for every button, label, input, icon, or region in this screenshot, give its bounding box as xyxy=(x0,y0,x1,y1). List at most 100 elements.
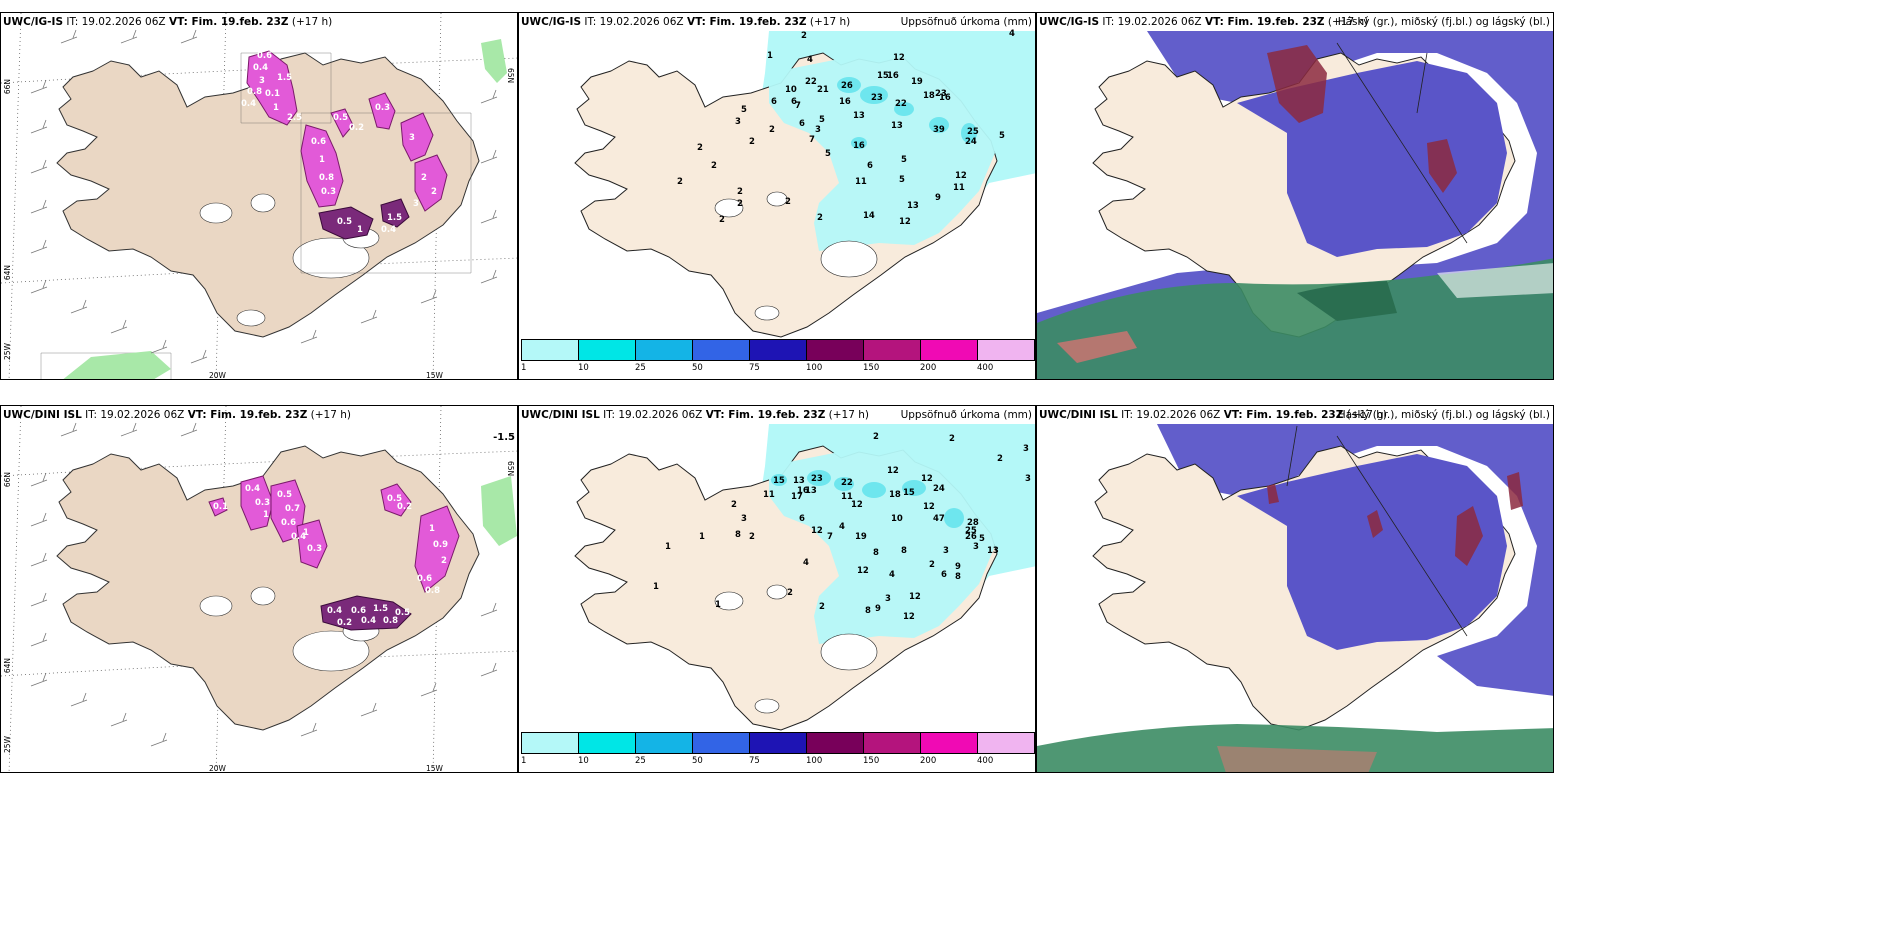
value-label: 1 xyxy=(303,528,309,538)
value-label: 10 xyxy=(891,514,903,524)
value-label: 0.5 xyxy=(387,494,403,504)
value-label: 8 xyxy=(901,546,907,556)
value-label: 0.6 xyxy=(257,51,273,61)
lon-label-20w: 20W xyxy=(209,371,226,380)
colorbar-segment xyxy=(579,340,636,360)
value-label: 2 xyxy=(711,161,717,171)
value-label: 2 xyxy=(421,173,427,183)
lead-time: (+17 h) xyxy=(825,409,869,421)
value-label: 0.3 xyxy=(255,498,271,508)
value-label: 2 xyxy=(929,560,935,570)
value-label: 8 xyxy=(735,530,741,540)
value-label: 10 xyxy=(785,85,797,95)
precip-map-dini xyxy=(519,406,1035,772)
colorbar-segment xyxy=(978,340,1035,360)
value-label: 0.3 xyxy=(307,544,323,554)
value-label: 2 xyxy=(749,532,755,542)
init-time: IT: 19.02.2026 06Z xyxy=(1099,16,1205,28)
value-label: 0.6 xyxy=(311,137,327,147)
value-label: 12 xyxy=(909,592,921,602)
value-label: 1.5 xyxy=(373,604,389,614)
value-label: 0.9 xyxy=(433,540,449,550)
value-label: 3 xyxy=(1023,444,1029,454)
panel-header: UWC/IG-IS IT: 19.02.2026 06Z VT: Fim. 19… xyxy=(3,16,332,28)
model-name: UWC/DINI ISL xyxy=(1039,409,1118,421)
value-label: 2 xyxy=(997,454,1003,464)
value-label: 23 xyxy=(811,474,823,484)
value-label: 5 xyxy=(825,149,831,159)
value-label: 12 xyxy=(811,526,823,536)
lead-time: (+17 h) xyxy=(1343,409,1387,421)
precip-colorbar xyxy=(521,339,1035,361)
model-name: UWC/DINI ISL xyxy=(3,409,82,421)
model-name: UWC/IG-IS xyxy=(521,16,582,28)
value-label: 0.4 xyxy=(241,99,257,109)
panel-title: Háský (gr.), miðský (fj.bl.) og lágský (… xyxy=(1337,16,1550,28)
valid-time: VT: Fim. 19.feb. 23Z xyxy=(686,16,807,28)
corner-value: -1.5 xyxy=(493,432,515,443)
precip-panel-dini: UWC/DINI ISL IT: 19.02.2026 06Z VT: Fim.… xyxy=(518,405,1036,773)
init-time: IT: 19.02.2026 06Z xyxy=(599,409,706,421)
valid-time: VT: Fim. 19.feb. 23Z xyxy=(187,409,308,421)
lon-label-20w: 20W xyxy=(209,764,226,773)
value-label: 5 xyxy=(899,175,905,185)
value-label: 3 xyxy=(1025,474,1031,484)
value-label: 2 xyxy=(737,199,743,209)
value-label: 12 xyxy=(857,566,869,576)
value-label: 26 xyxy=(841,81,853,91)
panel-header: UWC/IG-IS IT: 19.02.2026 06Z VT: Fim. 19… xyxy=(521,16,850,28)
cloud-panel-dini: UWC/DINI ISL IT: 19.02.2026 06Z VT: Fim.… xyxy=(1036,405,1554,773)
value-label: 9 xyxy=(955,562,961,572)
value-label: 1 xyxy=(699,532,705,542)
value-label: 12 xyxy=(923,502,935,512)
cloud-map-dini xyxy=(1037,406,1553,772)
value-label: 2 xyxy=(801,31,807,41)
value-label: 1 xyxy=(357,225,363,235)
colorbar-tick-label: 100 xyxy=(806,363,823,373)
model-name: UWC/DINI ISL xyxy=(521,409,600,421)
value-label: 4 xyxy=(839,522,845,532)
colorbar-tick-label: 50 xyxy=(692,756,703,766)
value-label: 11 xyxy=(763,490,775,500)
value-label: 16 xyxy=(839,97,851,107)
value-label: 17 xyxy=(791,492,803,502)
value-label: 2 xyxy=(431,187,437,197)
lat-label-64n: 64N xyxy=(3,265,12,281)
value-label: 28 xyxy=(967,518,979,528)
precip-colorbar-ticks: 1 10 25 50 75 100 150 200 400 xyxy=(521,363,1034,377)
value-label: 0.3 xyxy=(375,103,391,113)
value-label: 13 xyxy=(805,486,817,496)
value-label: 12 xyxy=(903,612,915,622)
panel-header: UWC/DINI ISL IT: 19.02.2026 06Z VT: Fim.… xyxy=(3,409,351,421)
value-label: 2 xyxy=(819,602,825,612)
value-label: 3 xyxy=(973,542,979,552)
value-label: 14 xyxy=(863,211,875,221)
value-label: 0.8 xyxy=(383,616,399,626)
value-label: 0.2 xyxy=(337,618,353,628)
value-label: 0.4 xyxy=(253,63,269,73)
colorbar-segment xyxy=(693,733,750,753)
value-label: 15 xyxy=(877,71,889,81)
value-label: 2 xyxy=(677,177,683,187)
valid-time: VT: Fim. 19.feb. 23Z xyxy=(705,409,826,421)
precip-panel-igis: UWC/IG-IS IT: 19.02.2026 06Z VT: Fim. 19… xyxy=(518,12,1036,380)
value-label: 2 xyxy=(749,137,755,147)
panel-title: Uppsöfnuð úrkoma (mm) xyxy=(900,409,1032,421)
value-label: 4 xyxy=(807,55,813,65)
value-label: 23 xyxy=(935,89,947,99)
value-label: 25 xyxy=(967,127,979,137)
value-label: 0.8 xyxy=(425,586,441,596)
value-label: 12 xyxy=(851,500,863,510)
value-label: 2 xyxy=(697,143,703,153)
value-label: 3 xyxy=(815,125,821,135)
colorbar-tick-label: 1 xyxy=(521,756,527,766)
value-label: 24 xyxy=(933,484,945,494)
value-label: 5 xyxy=(741,105,747,115)
init-time: IT: 19.02.2026 06Z xyxy=(581,16,687,28)
value-label: 22 xyxy=(841,478,853,488)
value-label: 22 xyxy=(805,77,817,87)
value-label: 3 xyxy=(259,76,265,86)
value-label: 0.5 xyxy=(337,217,353,227)
value-label: 18 xyxy=(923,91,935,101)
value-label: 3 xyxy=(735,117,741,127)
